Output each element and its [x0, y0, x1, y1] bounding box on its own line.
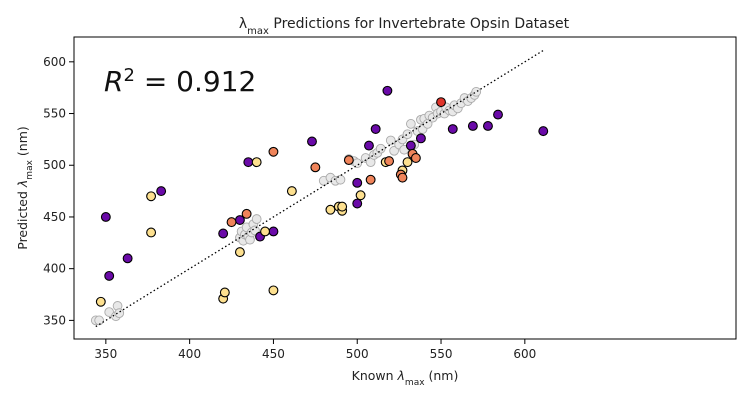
- data-point-cream: [146, 191, 157, 202]
- x-tick-label: 550: [430, 347, 453, 361]
- data-point-purple: [352, 177, 363, 188]
- y-tick-label: 600: [43, 55, 66, 69]
- y-tick-label: 550: [43, 107, 66, 121]
- data-point-orange: [310, 162, 321, 173]
- x-tick-label: 500: [346, 347, 369, 361]
- data-point-orange: [226, 217, 237, 228]
- data-point-cream: [234, 247, 245, 258]
- data-point-purple: [352, 198, 363, 209]
- x-tick-label: 400: [178, 347, 201, 361]
- data-point-purple: [493, 109, 503, 120]
- data-point-gray: [385, 135, 396, 146]
- data-point-orange: [268, 146, 279, 157]
- x-axis: 350 400 450 500 550 600: [94, 339, 536, 361]
- data-point-purple: [218, 228, 229, 239]
- data-point-purple: [483, 120, 493, 131]
- data-point-gray: [251, 214, 262, 224]
- y-axis-label: Predicted λmax (nm): [15, 126, 35, 250]
- data-point-orange: [397, 172, 408, 183]
- data-point-orange: [343, 155, 354, 166]
- y-tick-label: 350: [43, 313, 66, 327]
- data-point-purple: [122, 253, 133, 264]
- data-point-purple: [243, 157, 254, 168]
- data-point-cream: [251, 157, 262, 168]
- data-point-gray: [406, 119, 416, 129]
- r-squared-annotation: R2 = 0.912: [104, 65, 256, 99]
- data-point-gray: [352, 158, 363, 169]
- data-point-cream: [325, 204, 336, 215]
- data-point-gray: [402, 129, 413, 140]
- data-point-cream: [355, 190, 366, 201]
- data-point-purple: [364, 140, 374, 151]
- y-axis: 350 400 450 500 550 600: [43, 55, 74, 327]
- plot-area: [90, 49, 549, 328]
- data-point-orange: [241, 208, 252, 219]
- data-point-orange: [410, 153, 421, 163]
- x-tick-label: 450: [262, 347, 285, 361]
- data-point-cream: [95, 296, 106, 307]
- y-tick-label: 450: [43, 210, 66, 224]
- data-point-purple: [100, 212, 111, 222]
- data-point-red: [436, 97, 446, 108]
- data-point-purple: [370, 124, 381, 134]
- data-point-cream: [402, 157, 413, 168]
- x-tick-label: 600: [513, 347, 536, 361]
- data-point-gray: [335, 174, 346, 185]
- data-point-gray: [471, 86, 482, 97]
- data-point-purple: [415, 133, 426, 144]
- data-point-purple: [104, 270, 115, 281]
- x-axis-label: Known λmax (nm): [352, 368, 459, 388]
- data-point-purple: [447, 124, 458, 134]
- data-point-gray: [389, 145, 399, 156]
- data-point-purple: [307, 136, 317, 147]
- data-point-purple: [467, 120, 478, 131]
- data-point-purple: [268, 226, 279, 237]
- data-point-orange: [365, 174, 376, 185]
- y-tick-label: 400: [43, 262, 66, 276]
- data-point-cream: [337, 201, 348, 212]
- data-point-gray: [114, 308, 125, 318]
- data-point-cream: [146, 227, 157, 238]
- data-point-gray: [94, 315, 104, 326]
- data-point-cream: [219, 287, 230, 298]
- data-point-purple: [538, 126, 549, 137]
- data-point-cream: [286, 186, 297, 197]
- data-point-purple: [382, 85, 393, 96]
- data-point-orange: [384, 156, 395, 167]
- data-point-cream: [268, 285, 279, 296]
- data-point-purple: [156, 186, 167, 197]
- plot-frame: [73, 36, 737, 340]
- chart-title: λmax Predictions for Invertebrate Opsin …: [239, 16, 570, 37]
- data-point-gray: [375, 143, 386, 154]
- data-point-cream: [260, 226, 271, 237]
- x-tick-label: 350: [94, 347, 117, 361]
- data-point-purple: [405, 140, 416, 151]
- y-tick-label: 500: [43, 158, 66, 172]
